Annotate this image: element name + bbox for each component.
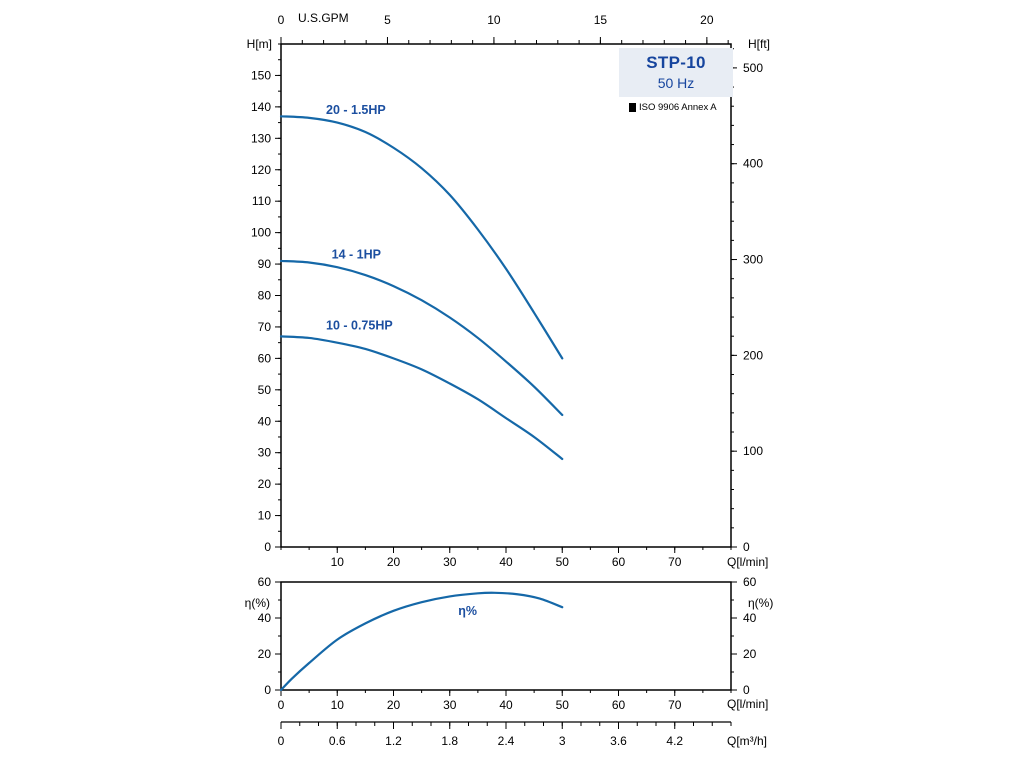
tick-label: 0	[264, 540, 271, 554]
tick-label: 100	[743, 444, 763, 458]
eff-series-0: η%	[279, 591, 564, 692]
tick-label: 150	[251, 68, 271, 82]
tick-label: 300	[743, 253, 763, 267]
head-series-0: 20 - 1.5HP	[279, 103, 564, 360]
series-label: 20 - 1.5HP	[326, 103, 386, 117]
head-plot	[280, 43, 732, 548]
pump-info-box: STP-10 50 Hz ISO 9906 Annex A	[619, 48, 733, 113]
tick-label: 50	[556, 698, 570, 712]
series-label: η%	[458, 604, 477, 618]
tick-label: 40	[743, 611, 757, 625]
series-label: 10 - 0.75HP	[326, 318, 393, 332]
tick-label: 10	[331, 555, 345, 569]
tick-label: 40	[499, 698, 513, 712]
tick-label: 40	[258, 611, 272, 625]
tick-label: 0	[743, 683, 750, 697]
tick-label: 30	[443, 555, 457, 569]
tick-label: 60	[743, 575, 757, 589]
tick-label: 0	[264, 683, 271, 697]
iso-standard: ISO 9906 Annex A	[639, 102, 717, 113]
tick-label: 140	[251, 100, 271, 114]
tick-label: 60	[612, 698, 626, 712]
m3h-axis: 0 0.6 1.2 1.8 2.4 3 3.6 4.2	[278, 721, 732, 748]
head-x-axis-top: 0 5 10 15 20	[278, 13, 729, 44]
head-series-1: 14 - 1HP	[279, 248, 564, 417]
head-series-2: 10 - 0.75HP	[279, 318, 564, 461]
tick-label: 20	[387, 555, 401, 569]
tick-label: 70	[668, 555, 682, 569]
eff-y-axis-left: 0 20 40 60	[258, 575, 281, 697]
tick-label: 110	[252, 194, 271, 208]
tick-label: 5	[384, 13, 391, 27]
series-curve-1	[279, 259, 564, 417]
tick-label: 10	[258, 509, 272, 523]
tick-label: 1.8	[441, 734, 458, 748]
pump-info-header: STP-10 50 Hz	[619, 48, 733, 97]
tick-label: 80	[258, 289, 272, 303]
tick-label: 60	[258, 575, 272, 589]
tick-label: 20	[743, 647, 757, 661]
tick-label: 30	[443, 698, 457, 712]
tick-label: 20	[700, 13, 714, 27]
tick-label: 60	[612, 555, 626, 569]
head-plot-border	[280, 43, 732, 548]
tick-label: 90	[258, 257, 272, 271]
tick-label: 2.4	[498, 734, 515, 748]
tick-label: 20	[258, 647, 272, 661]
tick-label: 0	[278, 13, 285, 27]
iso-standard-row: ISO 9906 Annex A	[619, 102, 733, 113]
series-curve-0	[279, 591, 564, 692]
tick-label: 400	[743, 157, 763, 171]
eff-plot	[280, 581, 732, 691]
pump-frequency: 50 Hz	[657, 75, 695, 91]
tick-label: 130	[251, 131, 271, 145]
head-x-axis-bottom: 10 20 30 40 50 60 70	[280, 547, 732, 569]
tick-label: 200	[743, 348, 763, 362]
tick-label: 10	[331, 698, 345, 712]
eff-y-right-unit: η(%)	[748, 596, 774, 610]
tick-label: 1.2	[385, 734, 402, 748]
tick-label: 4.2	[666, 734, 683, 748]
tick-label: 0.6	[329, 734, 346, 748]
tick-label: 40	[499, 555, 513, 569]
eff-y-left-unit: η(%)	[244, 596, 270, 610]
eff-plot-border	[280, 581, 732, 691]
tick-label: 20	[387, 698, 401, 712]
tick-label: 120	[251, 163, 271, 177]
tick-label: 30	[258, 446, 272, 460]
tick-label: 0	[278, 698, 285, 712]
tick-label: 40	[258, 414, 272, 428]
tick-label: 70	[258, 320, 272, 334]
head-x-bottom-unit: Q[l/min]	[727, 555, 769, 569]
tick-label: 50	[258, 383, 272, 397]
series-label: 14 - 1HP	[332, 248, 381, 262]
tick-label: 20	[258, 477, 272, 491]
head-y-right-unit: H[ft]	[748, 37, 771, 51]
pump-model: STP-10	[646, 53, 706, 72]
head-y-axis-left: 0 10 20 30 40 50 60 70 80 90 100 110 120 130 140 150	[251, 43, 281, 554]
tick-label: 0	[278, 734, 285, 748]
m3h-axis-unit: Q[m³/h]	[727, 734, 768, 748]
tick-label: 100	[251, 226, 271, 240]
eff-y-axis-right: 0 20 40 60	[731, 575, 757, 697]
head-y-left-unit: H[m]	[246, 37, 272, 51]
tick-label: 70	[668, 698, 682, 712]
tick-label: 10	[487, 13, 501, 27]
brand-logo-icon	[629, 103, 636, 112]
tick-label: 50	[556, 555, 570, 569]
tick-label: 500	[743, 61, 763, 75]
tick-label: 0	[743, 540, 750, 554]
head-x-top-unit: U.S.GPM	[298, 11, 349, 25]
eff-x-axis-bottom: 0 10 20 30 40 50 60 70	[278, 690, 732, 712]
tick-label: 3.6	[610, 734, 627, 748]
eff-x-bottom-unit: Q[l/min]	[727, 697, 769, 711]
series-curve-2	[279, 335, 564, 461]
tick-label: 60	[258, 351, 272, 365]
series-curve-0	[279, 115, 564, 360]
tick-label: 15	[594, 13, 608, 27]
head-y-axis-right: 0 100 200 300 400 500	[731, 48, 763, 554]
tick-label: 3	[559, 734, 566, 748]
